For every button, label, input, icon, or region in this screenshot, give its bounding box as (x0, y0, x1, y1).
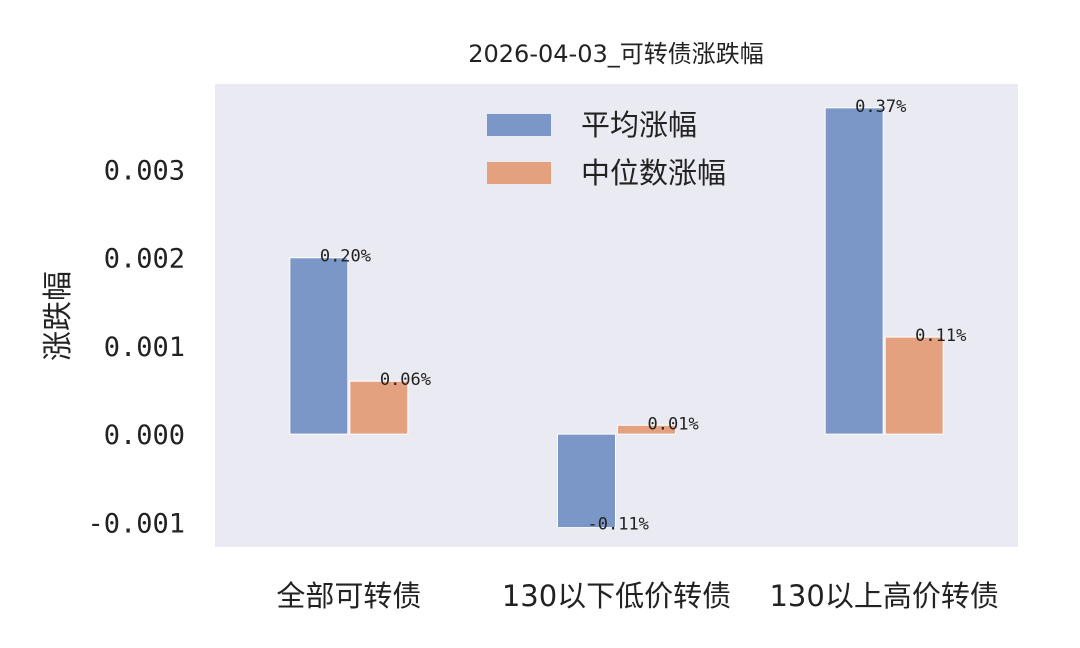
data-label: 0.20% (320, 247, 371, 267)
x-tick-label: 全部可转债 (276, 579, 421, 613)
bar (349, 380, 409, 435)
bar (617, 424, 676, 435)
x-tick-label: 130以下低价转债 (502, 579, 731, 613)
y-tick-label: 0.002 (104, 244, 185, 275)
y-tick-label: 0.001 (104, 332, 185, 363)
data-label: 0.11% (915, 326, 966, 346)
bar (557, 433, 616, 529)
x-tick-label: 130以上高价转债 (769, 579, 998, 613)
data-label: 0.01% (648, 414, 699, 434)
y-tick-label: -0.001 (87, 508, 185, 539)
data-label: -0.11% (588, 515, 649, 535)
legend-label: 平均涨幅 (581, 108, 697, 142)
chart-title: 2026-04-03_可转债涨跌幅 (468, 40, 763, 68)
legend-swatch (487, 114, 551, 136)
y-tick-label: 0.003 (104, 156, 185, 187)
bar (824, 107, 884, 435)
data-labels: 0.20% 0.06% -0.11% 0.01% 0.37% 0.11% (320, 97, 967, 535)
legend-swatch (487, 162, 551, 184)
y-tick-label: 0.000 (104, 420, 185, 451)
bar (289, 257, 349, 435)
data-label: 0.06% (380, 370, 431, 390)
legend-label: 中位数涨幅 (581, 156, 726, 190)
bars (289, 107, 944, 529)
y-axis-label: 涨跌幅 (41, 271, 76, 361)
axis-ticks: 全部可转债 130以下低价转债 130以上高价转债 -0.001 0.000 0.001 0… (87, 156, 998, 613)
plot-area (215, 84, 1018, 547)
bar (884, 336, 944, 435)
data-label: 0.37% (855, 97, 906, 117)
